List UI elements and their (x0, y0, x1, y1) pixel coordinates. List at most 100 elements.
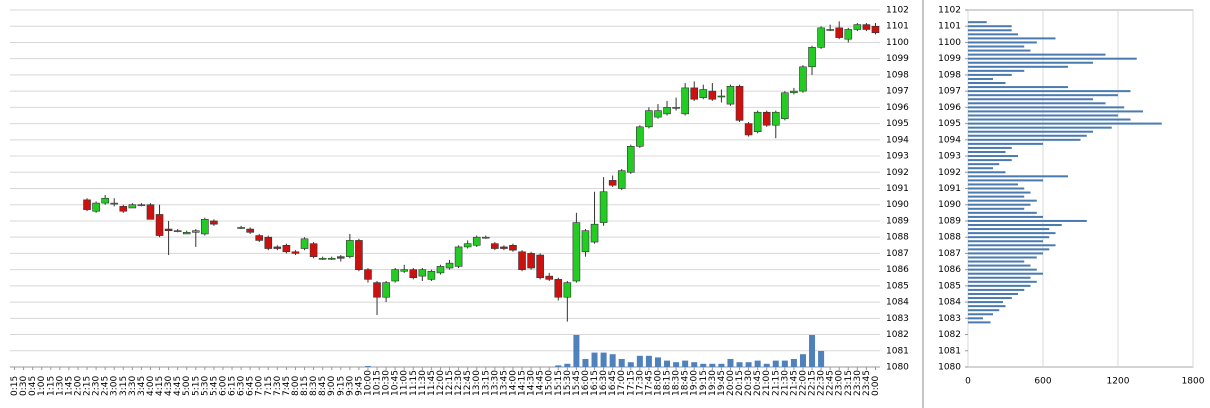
candle-body (608, 180, 617, 186)
x-tick-label: 23:00 (835, 370, 845, 396)
x-tick-label: 12:45 (463, 370, 473, 396)
x-tick-label: 23:30 (853, 370, 863, 396)
candle-body (92, 202, 100, 212)
x-tick-label: 2:30 (92, 376, 102, 396)
candle-body (436, 266, 445, 274)
x-tick-label: 15:00 (545, 370, 555, 396)
candle-body (735, 85, 744, 121)
profile-bar (968, 215, 1043, 218)
y-tick-label: 1097 (886, 87, 909, 97)
profile-bar (968, 53, 1106, 56)
y-tick-label: 1085 (938, 281, 961, 291)
y-tick-label: 1088 (886, 233, 909, 243)
candle-body (373, 282, 381, 298)
x-tick-label: 3:45 (137, 376, 147, 396)
profile-bar (968, 207, 1025, 210)
y-tick-label: 1085 (886, 281, 909, 291)
x-tick-label: 20:15 (735, 370, 745, 396)
volume-bar (745, 362, 752, 367)
x-tick-label: 6:00 (218, 376, 228, 396)
x-tick-label: 12:30 (454, 370, 464, 396)
profile-bar (968, 297, 1012, 300)
candle-body (182, 232, 191, 235)
y-tick-label: 1081 (938, 346, 961, 356)
x-tick-label: 2:00 (73, 376, 83, 396)
x-tick-label: 9:15 (336, 376, 346, 396)
x-tick-label: 6:15 (228, 376, 238, 396)
x-tick-label: 3:00 (110, 376, 120, 396)
y-tick-label: 1080 (886, 363, 909, 373)
candle-body (554, 279, 563, 298)
candle-body (110, 202, 119, 205)
x-tick-label: 17:45 (644, 370, 654, 396)
x-tick-label: 15:15 (554, 370, 564, 396)
candle-body (119, 206, 128, 212)
volume-bar (754, 360, 761, 367)
y-tick-label: 1089 (886, 216, 909, 226)
x-tick-label: 1:30 (55, 376, 65, 396)
x-tick-label: 0 (965, 377, 971, 387)
x-tick-label: 17:15 (626, 370, 636, 396)
x-tick-label: 9:00 (327, 376, 337, 396)
profile-bar (968, 102, 1106, 105)
x-tick-label: 4:45 (173, 376, 183, 396)
x-tick-label: 0:15 (10, 376, 20, 396)
x-tick-label: 22:15 (808, 370, 818, 396)
profile-bar (968, 25, 1012, 28)
y-tick-label: 1100 (938, 38, 961, 48)
y-tick-label: 1089 (938, 216, 961, 226)
volume-bar (772, 360, 779, 367)
x-tick-label: 11:00 (400, 370, 410, 396)
volume-bar (691, 362, 698, 367)
profile-bar (968, 90, 1131, 93)
candle-body (264, 236, 273, 249)
candle-body (418, 269, 427, 277)
profile-bar (968, 130, 1093, 133)
profile-bar (968, 77, 993, 80)
profile-bar (968, 134, 1087, 137)
candle-body (790, 90, 798, 94)
x-tick-label: 15:30 (563, 370, 573, 396)
x-tick-label: 12:00 (436, 370, 446, 396)
candle-body (282, 244, 291, 253)
x-tick-label: 5:30 (200, 376, 210, 396)
candle-body (400, 269, 409, 272)
x-tick-label: 18:15 (663, 370, 673, 396)
profile-bar (968, 252, 1043, 255)
y-tick-label: 1090 (938, 200, 961, 210)
candle-body (210, 220, 218, 225)
profile-bar (968, 122, 1162, 125)
candle-body (681, 87, 689, 115)
y-tick-label: 1090 (886, 200, 909, 210)
profile-bar (968, 292, 1018, 295)
y-tick-label: 1096 (938, 103, 961, 113)
x-tick-label: 6:30 (237, 376, 247, 396)
y-tick-label: 1096 (886, 103, 909, 113)
x-tick-label: 5:00 (182, 376, 192, 396)
candle-body (146, 204, 155, 220)
profile-bar (968, 309, 1000, 312)
x-tick-label: 20:30 (744, 370, 754, 396)
profile-bar (968, 61, 1093, 64)
profile-bar (968, 219, 1087, 222)
x-tick-label: 17:00 (617, 370, 627, 396)
x-tick-label: 23:15 (844, 370, 854, 396)
profile-bar (968, 301, 1003, 304)
x-tick-label: 1:00 (37, 376, 47, 396)
x-tick-label: 19:15 (699, 370, 709, 396)
volume-bar (790, 359, 797, 367)
profile-bar (968, 276, 1031, 279)
candle-body (690, 87, 699, 100)
profile-bar (968, 317, 983, 320)
x-tick-label: 23:45 (862, 370, 872, 396)
y-tick-label: 1094 (886, 135, 909, 145)
y-tick-label: 1082 (938, 330, 961, 340)
candle-body (645, 110, 653, 128)
x-tick-label: 13:15 (481, 370, 491, 396)
y-tick-label: 1101 (938, 22, 961, 32)
x-tick-label: 10:45 (391, 370, 401, 396)
x-tick-label: 7:15 (264, 376, 274, 396)
x-tick-label: 7:45 (282, 376, 292, 396)
candle-body (636, 126, 644, 147)
